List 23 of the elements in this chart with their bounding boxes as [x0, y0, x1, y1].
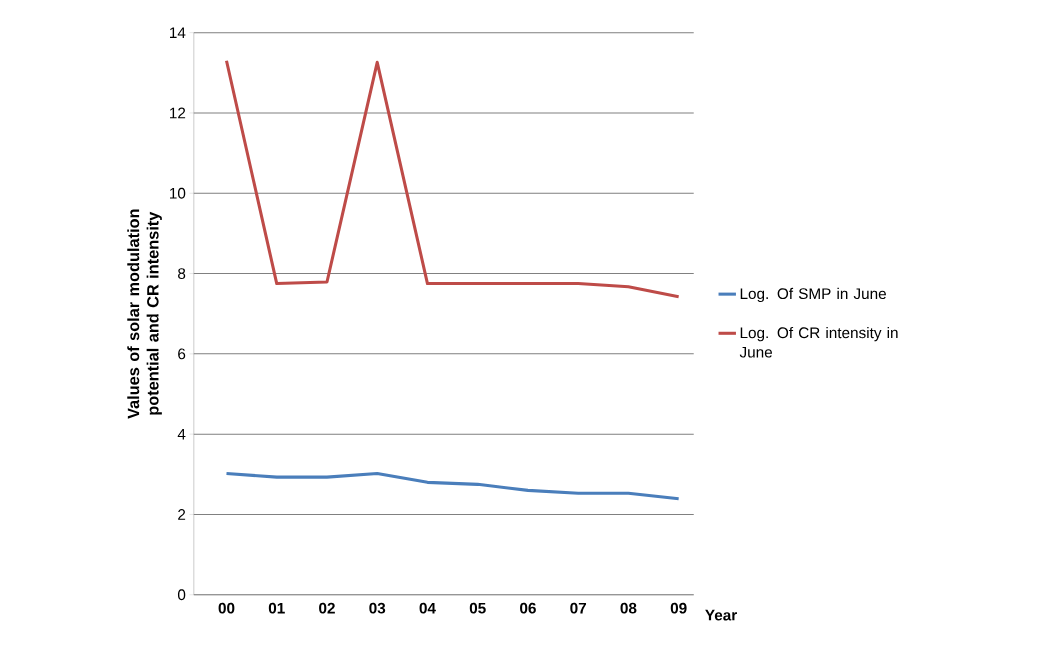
legend-label: Log. Of SMP in June — [740, 287, 886, 303]
x-tick-label: 00 — [218, 602, 235, 614]
x-tick-label: 09 — [670, 602, 687, 614]
x-tick-label: 08 — [620, 602, 637, 614]
x-tick-label: 06 — [520, 602, 536, 614]
y-tick-label: 8 — [178, 268, 186, 279]
y-tick-label: 12 — [170, 107, 186, 119]
x-tick-label: 02 — [319, 602, 335, 614]
x-tick-label: 05 — [469, 602, 486, 614]
x-tick-label: 03 — [369, 602, 386, 614]
y-tick-label: 4 — [177, 428, 186, 440]
x-tick-label: 01 — [268, 602, 285, 614]
y-tick-label: 14 — [170, 27, 186, 38]
y-tick-label: 0 — [177, 589, 186, 601]
y-tick-label: 6 — [178, 348, 186, 360]
x-tick-label: 07 — [570, 602, 587, 614]
x-tick-label: 04 — [419, 602, 436, 614]
x-axis-title: Year — [705, 609, 737, 621]
line-series — [224, 471, 681, 501]
y-axis-title: Values of solar modulation potential and CR intensity — [127, 209, 162, 419]
y-tick-label: 2 — [178, 509, 186, 520]
y-tick-label: 10 — [170, 187, 186, 199]
legend-label: Log. Of CR intensity in June — [739, 326, 898, 358]
